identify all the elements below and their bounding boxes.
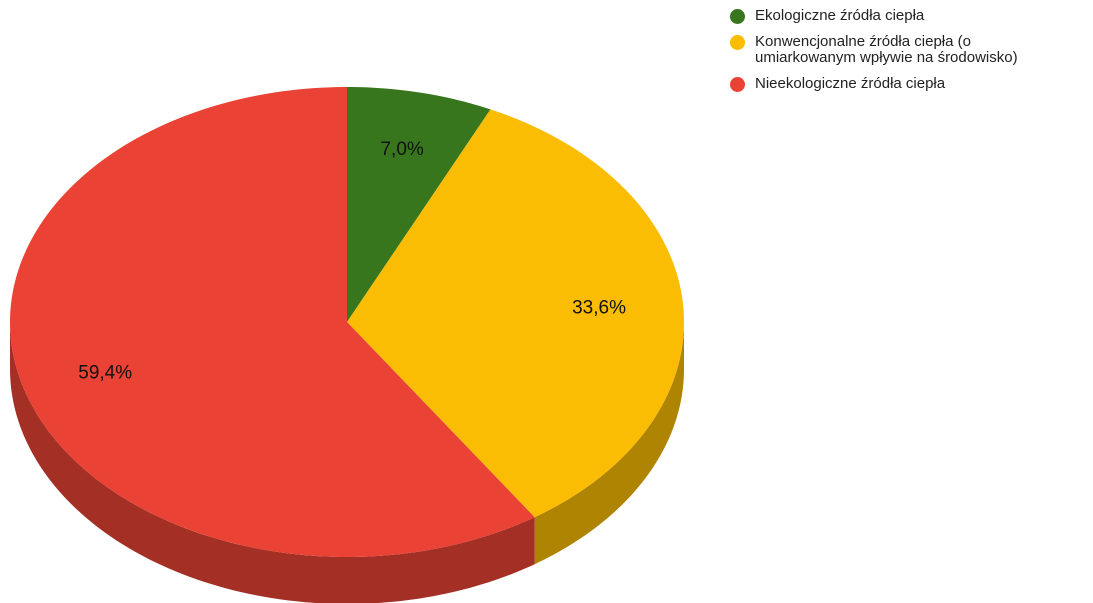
- data-label: 33,6%: [572, 298, 626, 319]
- legend-swatch: [730, 35, 745, 50]
- slice: [10, 87, 535, 557]
- slice-side: [534, 322, 684, 565]
- data-label: 7,0%: [380, 139, 423, 160]
- legend-item: Ekologiczne źródła ciepła: [730, 8, 1027, 24]
- legend-label: Ekologiczne źródła ciepła: [755, 7, 925, 24]
- slice: [347, 109, 684, 518]
- legend-label: Konwencjonalne źródła ciepła (o umiarkow…: [755, 33, 1018, 66]
- slice: [347, 87, 491, 322]
- legend: Ekologiczne źródła ciepła Konwencjonalne …: [730, 8, 1027, 102]
- legend-item: Nieekologiczne źródła ciepła: [730, 76, 1027, 92]
- slice-side: [10, 322, 535, 603]
- legend-item: Konwencjonalne źródła ciepła (o umiarkow…: [730, 34, 1027, 66]
- data-label: 59,4%: [78, 362, 132, 383]
- legend-swatch: [730, 9, 745, 24]
- legend-label: Nieekologiczne źródła ciepła: [755, 75, 946, 92]
- legend-swatch: [730, 77, 745, 92]
